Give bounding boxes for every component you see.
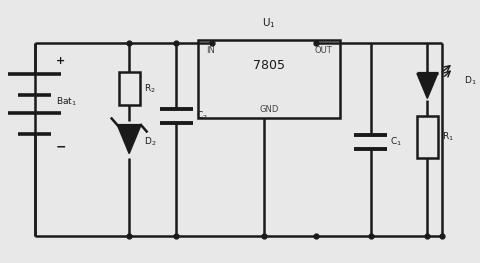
Bar bbox=[119, 72, 140, 105]
Text: R$_2$: R$_2$ bbox=[144, 82, 156, 95]
Text: −: − bbox=[56, 141, 66, 154]
Text: D$_2$: D$_2$ bbox=[144, 136, 157, 148]
Polygon shape bbox=[117, 125, 141, 154]
Text: Bat$_1$: Bat$_1$ bbox=[56, 95, 77, 108]
Text: C$_2$: C$_2$ bbox=[196, 110, 208, 122]
Text: 7805: 7805 bbox=[253, 59, 285, 72]
Bar bbox=[198, 41, 340, 119]
Text: OUT: OUT bbox=[315, 46, 333, 55]
Text: U$_1$: U$_1$ bbox=[262, 17, 276, 31]
Text: +: + bbox=[56, 56, 65, 66]
Bar bbox=[417, 116, 438, 158]
Text: D$_1$: D$_1$ bbox=[464, 74, 476, 87]
Text: GND: GND bbox=[259, 105, 278, 114]
Text: C$_1$: C$_1$ bbox=[390, 136, 402, 148]
Text: R$_1$: R$_1$ bbox=[443, 130, 454, 143]
Text: IN: IN bbox=[206, 46, 215, 55]
Polygon shape bbox=[417, 73, 438, 98]
